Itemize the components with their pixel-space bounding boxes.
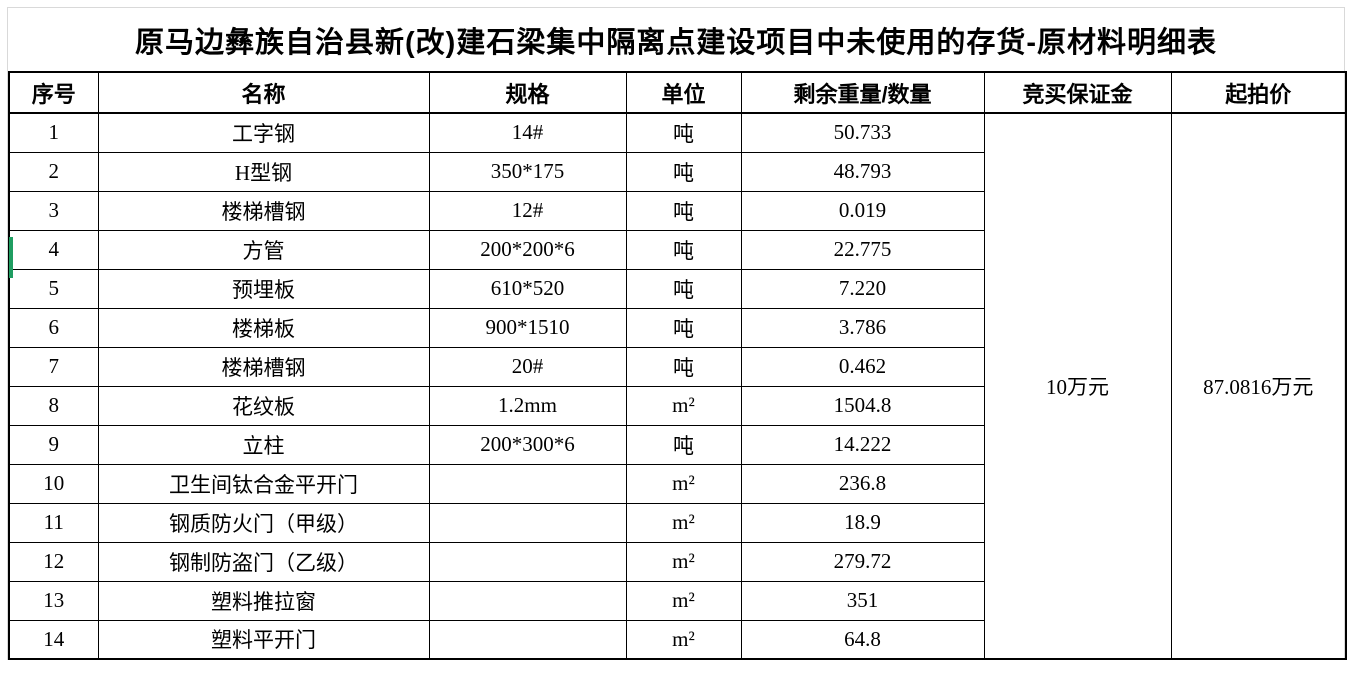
cell-unit[interactable]: 吨 [625,424,742,465]
inventory-table: 序号 名称 规格 单位 剩余重量/数量 竞买保证金 起拍价 1 工字钢 14# 吨 50… [8,71,1347,660]
cell-spec[interactable] [428,541,627,582]
cell-starting-price-merged[interactable]: 87.0816万元 [1170,112,1347,660]
cell-qty[interactable]: 3.786 [740,307,985,348]
cell-no[interactable]: 3 [8,190,99,231]
table-row: 7 楼梯槽钢 20# 吨 0.462 [8,346,1346,387]
header-cell-price[interactable]: 起拍价 [1170,71,1347,114]
table-row: 4 方管 200*200*6 吨 22.775 [8,229,1346,270]
table-row: 2 H型钢 350*175 吨 48.793 [8,151,1346,192]
cell-no[interactable]: 1 [8,112,99,153]
table-row: 3 楼梯槽钢 12# 吨 0.019 [8,190,1346,231]
cell-unit[interactable]: 吨 [625,268,742,309]
cell-name[interactable]: 卫生间钛合金平开门 [97,463,430,504]
spreadsheet-area: 原马边彝族自治县新(改)建石梁集中隔离点建设项目中未使用的存货-原材料明细表 序… [7,7,1347,660]
cell-deposit-merged[interactable]: 10万元 [983,112,1172,660]
cell-qty[interactable]: 279.72 [740,541,985,582]
header-row: 序号 名称 规格 单位 剩余重量/数量 竞买保证金 起拍价 [8,71,1347,114]
cell-spec[interactable]: 610*520 [428,268,627,309]
table-title[interactable]: 原马边彝族自治县新(改)建石梁集中隔离点建设项目中未使用的存货-原材料明细表 [135,26,1217,59]
cell-name[interactable]: 塑料推拉窗 [97,580,430,621]
header-cell-name[interactable]: 名称 [97,71,430,114]
cell-unit[interactable]: 吨 [625,190,742,231]
cell-qty[interactable]: 0.462 [740,346,985,387]
cell-qty[interactable]: 236.8 [740,463,985,504]
cell-qty[interactable]: 1504.8 [740,385,985,426]
cell-no[interactable]: 4 [8,229,99,270]
table-row: 8 花纹板 1.2mm m² 1504.8 [8,385,1346,426]
cell-name[interactable]: H型钢 [97,151,430,192]
cell-spec[interactable]: 900*1510 [428,307,627,348]
cell-unit[interactable]: m² [625,580,742,621]
cell-unit[interactable]: m² [625,463,742,504]
cell-qty[interactable]: 22.775 [740,229,985,270]
cell-unit[interactable]: 吨 [625,346,742,387]
cell-no[interactable]: 9 [8,424,99,465]
cell-qty[interactable]: 64.8 [740,619,985,660]
cell-spec[interactable]: 1.2mm [428,385,627,426]
cell-unit[interactable]: 吨 [625,229,742,270]
cell-no[interactable]: 13 [8,580,99,621]
cell-spec[interactable]: 20# [428,346,627,387]
cell-name[interactable]: 钢质防火门（甲级） [97,502,430,543]
cell-spec[interactable]: 14# [428,112,627,153]
cell-spec[interactable]: 200*200*6 [428,229,627,270]
cell-spec[interactable] [428,580,627,621]
cell-no[interactable]: 6 [8,307,99,348]
table-row: 14 塑料平开门 m² 64.8 [8,619,1346,660]
cell-spec[interactable] [428,619,627,660]
cell-name[interactable]: 塑料平开门 [97,619,430,660]
cell-unit[interactable]: m² [625,541,742,582]
cell-name[interactable]: 楼梯板 [97,307,430,348]
cell-name[interactable]: 钢制防盗门（乙级） [97,541,430,582]
cell-unit[interactable]: 吨 [625,112,742,153]
cell-no[interactable]: 2 [8,151,99,192]
cell-qty[interactable]: 351 [740,580,985,621]
table-row: 1 工字钢 14# 吨 50.733 10万元 87.0816万元 [8,112,1347,660]
cell-name[interactable]: 楼梯槽钢 [97,190,430,231]
header-cell-no[interactable]: 序号 [8,71,99,114]
cell-spec[interactable] [428,502,627,543]
cell-qty[interactable]: 0.019 [740,190,985,231]
header-cell-spec[interactable]: 规格 [428,71,627,114]
cell-no[interactable]: 14 [8,619,99,660]
header-cell-deposit[interactable]: 竞买保证金 [983,71,1172,114]
cell-selection-indicator [9,237,13,278]
cell-no[interactable]: 10 [8,463,99,504]
cell-unit[interactable]: 吨 [625,151,742,192]
cell-qty[interactable]: 50.733 [740,112,985,153]
cell-unit[interactable]: m² [625,502,742,543]
cell-spec[interactable] [428,463,627,504]
cell-unit[interactable]: m² [625,619,742,660]
cell-no[interactable]: 7 [8,346,99,387]
cell-spec[interactable]: 12# [428,190,627,231]
cell-no[interactable]: 12 [8,541,99,582]
cell-no[interactable]: 5 [8,268,99,309]
cell-no[interactable]: 8 [8,385,99,426]
cell-unit[interactable]: m² [625,385,742,426]
cell-name[interactable]: 方管 [97,229,430,270]
cell-qty[interactable]: 48.793 [740,151,985,192]
cell-qty[interactable]: 7.220 [740,268,985,309]
table-row: 5 预埋板 610*520 吨 7.220 [8,268,1346,309]
cell-name[interactable]: 预埋板 [97,268,430,309]
header-cell-qty[interactable]: 剩余重量/数量 [740,71,985,114]
cell-unit[interactable]: 吨 [625,307,742,348]
cell-name[interactable]: 楼梯槽钢 [97,346,430,387]
cell-qty[interactable]: 18.9 [740,502,985,543]
cell-name[interactable]: 立柱 [97,424,430,465]
table-row: 11 钢质防火门（甲级） m² 18.9 [8,502,1346,543]
table-row: 9 立柱 200*300*6 吨 14.222 [8,424,1346,465]
cell-no[interactable]: 11 [8,502,99,543]
cell-qty[interactable]: 14.222 [740,424,985,465]
cell-spec[interactable]: 350*175 [428,151,627,192]
header-cell-unit[interactable]: 单位 [625,71,742,114]
cell-name[interactable]: 工字钢 [97,112,430,153]
cell-name[interactable]: 花纹板 [97,385,430,426]
cell-spec[interactable]: 200*300*6 [428,424,627,465]
